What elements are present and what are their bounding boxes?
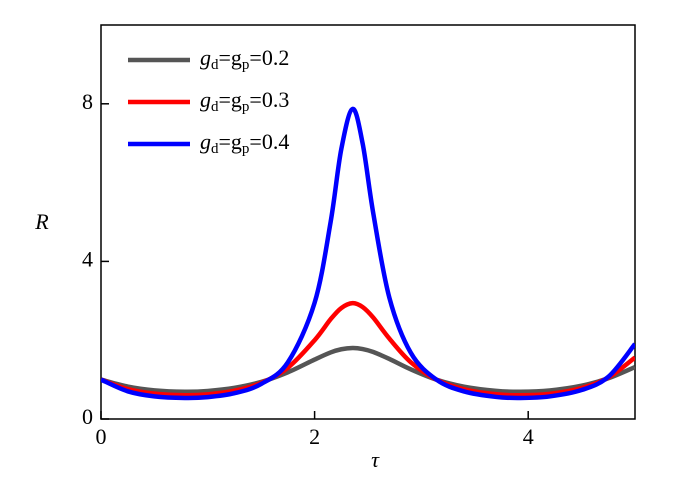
x-axis-label: τ bbox=[371, 447, 380, 472]
legend-label: gd=gp=0.3 bbox=[200, 87, 289, 115]
line bbox=[101, 345, 635, 395]
x-tick-label: 2 bbox=[309, 424, 320, 449]
line bbox=[101, 300, 635, 398]
plot-frame bbox=[100, 24, 636, 420]
legend-label: gd=gp=0.2 bbox=[200, 45, 289, 73]
y-tick-label: 4 bbox=[82, 246, 93, 271]
legend-label: gd=gp=0.4 bbox=[200, 129, 289, 157]
y-axis-label: R bbox=[34, 209, 49, 234]
line bbox=[101, 106, 635, 401]
x-tick-label: 0 bbox=[96, 424, 107, 449]
x-tick-label: 4 bbox=[523, 424, 534, 449]
y-tick-label: 8 bbox=[82, 89, 93, 114]
y-tick-label: 0 bbox=[82, 404, 93, 429]
